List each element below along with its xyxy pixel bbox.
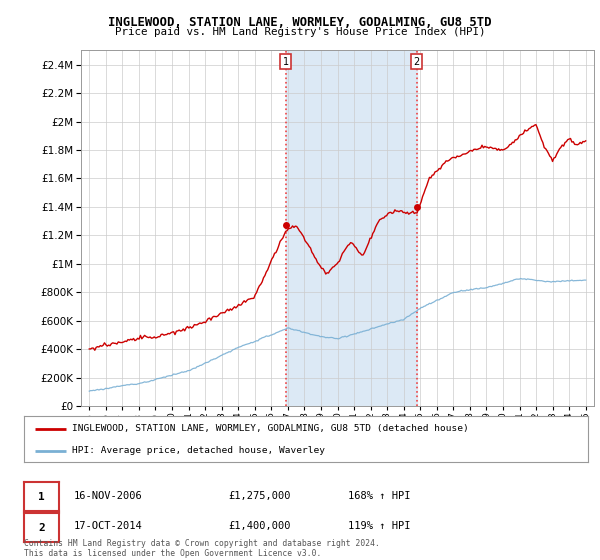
Text: 1: 1 xyxy=(283,57,289,67)
Text: Price paid vs. HM Land Registry's House Price Index (HPI): Price paid vs. HM Land Registry's House … xyxy=(115,27,485,37)
Text: £1,275,000: £1,275,000 xyxy=(228,491,290,501)
Text: 17-OCT-2014: 17-OCT-2014 xyxy=(74,521,143,531)
Text: 168% ↑ HPI: 168% ↑ HPI xyxy=(348,491,410,501)
Text: 1: 1 xyxy=(38,492,45,502)
Text: 119% ↑ HPI: 119% ↑ HPI xyxy=(348,521,410,531)
Text: HPI: Average price, detached house, Waverley: HPI: Average price, detached house, Wave… xyxy=(72,446,325,455)
Text: £1,400,000: £1,400,000 xyxy=(228,521,290,531)
Text: Contains HM Land Registry data © Crown copyright and database right 2024.
This d: Contains HM Land Registry data © Crown c… xyxy=(24,539,380,558)
Text: 2: 2 xyxy=(38,522,45,533)
Bar xyxy=(286,50,417,406)
Text: 2: 2 xyxy=(413,57,420,67)
Text: INGLEWOOD, STATION LANE, WORMLEY, GODALMING, GU8 5TD (detached house): INGLEWOOD, STATION LANE, WORMLEY, GODALM… xyxy=(72,424,469,433)
Text: INGLEWOOD, STATION LANE, WORMLEY, GODALMING, GU8 5TD: INGLEWOOD, STATION LANE, WORMLEY, GODALM… xyxy=(108,16,492,29)
Text: 16-NOV-2006: 16-NOV-2006 xyxy=(74,491,143,501)
